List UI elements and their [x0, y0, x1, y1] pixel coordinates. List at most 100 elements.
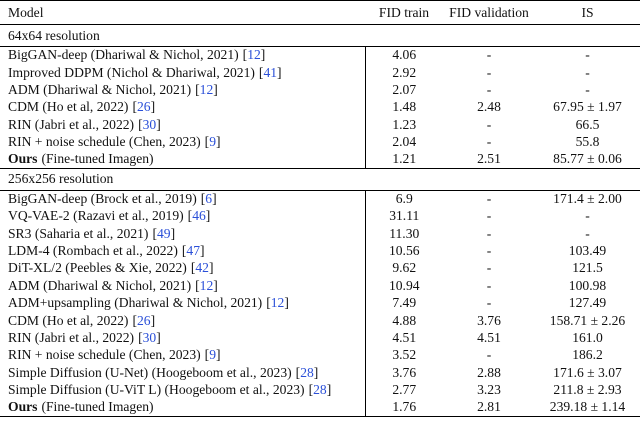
- model-bold: Ours: [8, 399, 38, 415]
- data-row: Simple Diffusion (U-ViT L) (Hoogeboom et…: [0, 381, 640, 399]
- data-row: BigGAN-deep (Dhariwal & Nichol, 2021) [12…: [0, 46, 640, 64]
- model-cell: BigGAN-deep (Brock et al., 2019) [6]: [0, 190, 366, 208]
- model-name: ADM (Dhariwal & Nichol, 2021): [8, 277, 192, 293]
- model-cell: Improved DDPM (Nichol & Dhariwal, 2021)[…: [0, 63, 366, 82]
- citation: [30]: [138, 116, 161, 132]
- data-row: RIN (Jabri et al., 2022) [30] 4.51 4.51 161.…: [0, 329, 640, 347]
- value-cell: 9.62: [392, 260, 417, 276]
- value-cell: -: [486, 225, 492, 241]
- value-cell: 6.9: [395, 191, 413, 207]
- data-row: BigGAN-deep (Brock et al., 2019) [6] 6.9 - 1…: [0, 190, 640, 208]
- data-row: CDM (Ho et al, 2022) [26] 1.48 2.48 67.95 ± …: [0, 98, 640, 117]
- model-name: RIN (Jabri et al., 2022): [8, 330, 135, 346]
- value-cell: 55.8: [575, 134, 600, 150]
- data-row: SR3 (Saharia et al., 2021) [49] 11.30 - -: [0, 225, 640, 243]
- value-cell: -: [486, 347, 492, 363]
- model-name: LDM-4 (Rombach et al., 2022): [8, 243, 178, 259]
- citation: [12]: [195, 81, 218, 97]
- citation: [26]: [132, 99, 156, 115]
- value-cell: 2.92: [392, 64, 417, 80]
- header-row: Model FID train FID validation IS: [0, 0, 640, 25]
- results-table: Model FID train FID validation IS 64x64 …: [0, 0, 640, 417]
- value-cell: -: [585, 47, 590, 63]
- value-cell: -: [486, 208, 492, 224]
- model-name: RIN (Jabri et al., 2022): [8, 116, 135, 132]
- citation: [9]: [204, 347, 221, 363]
- value-cell: 103.49: [568, 243, 607, 259]
- value-cell: -: [486, 47, 492, 63]
- citation: [28]: [308, 382, 332, 398]
- value-cell: 1.48: [392, 99, 417, 115]
- model-cell: DiT-XL/2 (Peebles & Xie, 2022) [42]: [0, 259, 366, 278]
- citation: [41]: [258, 64, 282, 80]
- data-row: RIN (Jabri et al., 2022) [30] 1.23 - 66.5: [0, 116, 640, 134]
- value-cell: -: [585, 208, 590, 224]
- value-cell: -: [486, 81, 492, 97]
- model-cell: RIN + noise schedule (Chen, 2023) [9]: [0, 133, 366, 151]
- model-cell: SR3 (Saharia et al., 2021) [49]: [0, 225, 366, 243]
- value-cell: 67.95 ± 1.97: [553, 99, 622, 115]
- value-cell: -: [486, 260, 492, 276]
- citation: [42]: [190, 260, 214, 276]
- model-name: SR3 (Saharia et al., 2021): [8, 225, 149, 241]
- section-title: 64x64 resolution: [8, 27, 100, 43]
- data-row: RIN + noise schedule (Chen, 2023) [9] 3.52…: [0, 346, 640, 365]
- value-cell: -: [486, 243, 492, 259]
- value-cell: 121.5: [572, 260, 603, 276]
- model-name: Simple Diffusion (U-Net) (Hoogeboom et a…: [8, 364, 292, 380]
- citation: [46]: [187, 208, 211, 224]
- value-cell: 161.0: [572, 330, 603, 346]
- section-title: 256x256 resolution: [8, 171, 114, 187]
- model-cell: VQ-VAE-2 (Razavi et al., 2019) [46]: [0, 207, 366, 226]
- model-cell: ADM (Dhariwal & Nichol, 2021) [12]: [0, 277, 366, 295]
- data-row: Simple Diffusion (U-Net) (Hoogeboom et a…: [0, 364, 640, 382]
- model-name: RIN + noise schedule (Chen, 2023): [8, 347, 201, 363]
- model-name: RIN + noise schedule (Chen, 2023): [8, 134, 201, 150]
- value-cell: 4.51: [477, 330, 501, 346]
- value-cell: 10.56: [388, 243, 420, 259]
- model-cell: Simple Diffusion (U-ViT L) (Hoogeboom et…: [0, 381, 366, 399]
- model-cell: Ours (Fine-tuned Imagen): [0, 150, 366, 169]
- value-cell: 1.23: [392, 116, 417, 132]
- model-cell: ADM+upsampling (Dhariwal & Nichol, 2021)…: [0, 294, 366, 312]
- citation: [47]: [181, 243, 205, 259]
- model-cell: Ours (Fine-tuned Imagen): [0, 398, 366, 417]
- model-cell: CDM (Ho et al, 2022) [26]: [0, 98, 366, 117]
- data-row: CDM (Ho et al, 2022) [26] 4.88 3.76 158.71 ±…: [0, 311, 640, 330]
- header-cell: IS: [581, 4, 594, 20]
- data-row: Improved DDPM (Nichol & Dhariwal, 2021)[…: [0, 63, 640, 82]
- value-cell: 10.94: [388, 277, 420, 293]
- model-name: Improved DDPM (Nichol & Dhariwal, 2021): [8, 64, 255, 80]
- model-name: BigGAN-deep (Dhariwal & Nichol, 2021): [8, 47, 239, 63]
- value-cell: 3.76: [477, 312, 501, 328]
- header-cell: Model: [8, 4, 44, 20]
- model-cell: RIN (Jabri et al., 2022) [30]: [0, 329, 366, 347]
- model-name: Simple Diffusion (U-ViT L) (Hoogeboom et…: [8, 382, 305, 398]
- model-cell: RIN + noise schedule (Chen, 2023) [9]: [0, 346, 366, 365]
- citation: [12]: [195, 277, 218, 293]
- data-row: VQ-VAE-2 (Razavi et al., 2019) [46] 31.11 -…: [0, 207, 640, 226]
- value-cell: -: [486, 116, 492, 132]
- model-name: DiT-XL/2 (Peebles & Xie, 2022): [8, 260, 187, 276]
- value-cell: 3.76: [392, 364, 417, 380]
- model-name: BigGAN-deep (Brock et al., 2019): [8, 191, 197, 207]
- value-cell: -: [486, 295, 492, 311]
- model-cell: CDM (Ho et al, 2022) [26]: [0, 311, 366, 330]
- section-row: 64x64 resolution: [0, 25, 640, 47]
- data-row: ADM+upsampling (Dhariwal & Nichol, 2021)…: [0, 294, 640, 312]
- model-name: ADM (Dhariwal & Nichol, 2021): [8, 81, 192, 97]
- model-cell: ADM (Dhariwal & Nichol, 2021) [12]: [0, 81, 366, 99]
- table-body: 64x64 resolution BigGAN-deep (Dhariwal & …: [0, 25, 640, 417]
- header-cell: FID train: [378, 4, 430, 20]
- citation: [9]: [204, 134, 221, 150]
- value-cell: 1.21: [392, 151, 417, 167]
- model-name: VQ-VAE-2 (Razavi et al., 2019): [8, 208, 184, 224]
- section-row: 256x256 resolution: [0, 168, 640, 191]
- value-cell: 158.71 ± 2.26: [549, 312, 626, 328]
- value-cell: 7.49: [392, 295, 417, 311]
- value-cell: 3.23: [477, 382, 501, 398]
- model-name: CDM (Ho et al, 2022): [8, 99, 129, 115]
- value-cell: 186.2: [572, 347, 603, 363]
- value-cell: -: [585, 64, 590, 80]
